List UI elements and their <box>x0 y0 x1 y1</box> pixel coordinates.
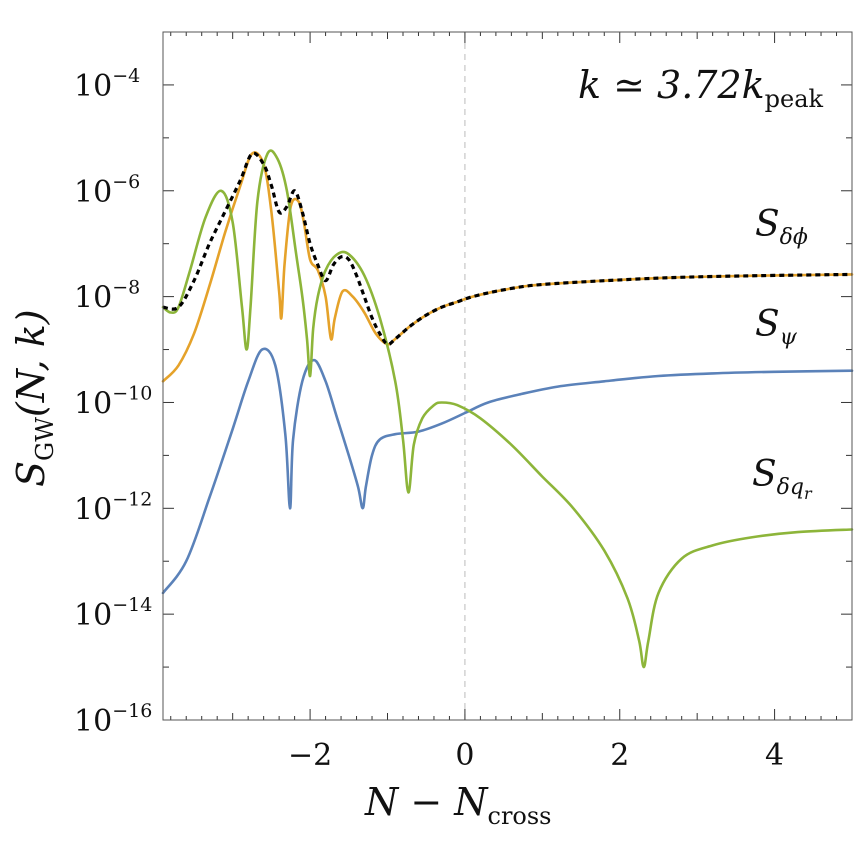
y-tick-exponent: −8 <box>112 277 140 299</box>
y-tick-base: 10 <box>74 704 112 739</box>
legend-sub-delta-phi: δϕ <box>780 225 808 250</box>
x-tick-label: 4 <box>765 738 784 773</box>
y-tick-label: 10−6 <box>74 171 140 210</box>
y-tick-label: 10−8 <box>74 277 140 316</box>
y-tick-exponent: −4 <box>112 65 140 87</box>
y-axis-title-rest: (N, k) <box>9 309 53 417</box>
y-tick-label: 10−10 <box>74 382 152 421</box>
series-line-psi <box>161 347 854 595</box>
y-tick-base: 10 <box>74 69 112 104</box>
series-line-delta-q <box>161 149 854 669</box>
y-tick-label: 10−16 <box>74 700 152 739</box>
x-tick-label: −2 <box>288 738 332 773</box>
y-tick-exponent: −16 <box>112 700 152 722</box>
y-tick-exponent: −14 <box>112 594 152 616</box>
x-axis-title-main: N − N <box>364 780 489 824</box>
y-tick-exponent: −10 <box>112 382 152 404</box>
legend-sub-delta-q: δq <box>777 475 804 500</box>
y-tick-label: 10−4 <box>74 65 140 104</box>
legend-label-delta-phi: Sδϕ <box>755 204 808 250</box>
y-tick-base: 10 <box>74 386 112 421</box>
y-tick-label: 10−12 <box>74 488 152 527</box>
y-tick-base: 10 <box>74 598 112 633</box>
y-axis-title: SGW(N, k) <box>9 309 59 487</box>
y-tick-label: 10−14 <box>74 594 152 633</box>
legend-main-delta-q: S <box>752 454 777 495</box>
x-axis-title-sub: cross <box>488 802 552 830</box>
legend-main-psi: S <box>755 304 780 345</box>
axis-ticks <box>163 31 853 721</box>
y-tick-base: 10 <box>74 175 112 210</box>
legend-sub-psi: ψ <box>780 325 798 350</box>
legend-label-psi: Sψ <box>755 304 798 350</box>
annotation: k ≃ 3.72kpeak <box>578 63 824 113</box>
legend-main-delta-phi: S <box>755 204 780 245</box>
x-axis-title: N − Ncross <box>364 780 552 830</box>
series-line-total <box>162 151 853 346</box>
x-tick-label: 2 <box>610 738 629 773</box>
y-axis-title-main: S <box>9 461 53 487</box>
y-tick-exponent: −6 <box>112 171 140 193</box>
x-tick-label: 0 <box>455 738 474 773</box>
y-axis-title-sub: GW <box>31 417 59 461</box>
y-tick-base: 10 <box>74 281 112 316</box>
annotation-sub: peak <box>765 85 824 113</box>
y-tick-base: 10 <box>74 492 112 527</box>
series-layer <box>161 149 854 669</box>
y-tick-exponent: −12 <box>112 488 152 510</box>
annotation-text: k ≃ 3.72k <box>578 63 765 107</box>
legend-subsub-delta-q: r <box>804 484 813 503</box>
legend-label-delta-q: Sδqr <box>752 454 813 503</box>
plot-frame <box>162 31 853 721</box>
